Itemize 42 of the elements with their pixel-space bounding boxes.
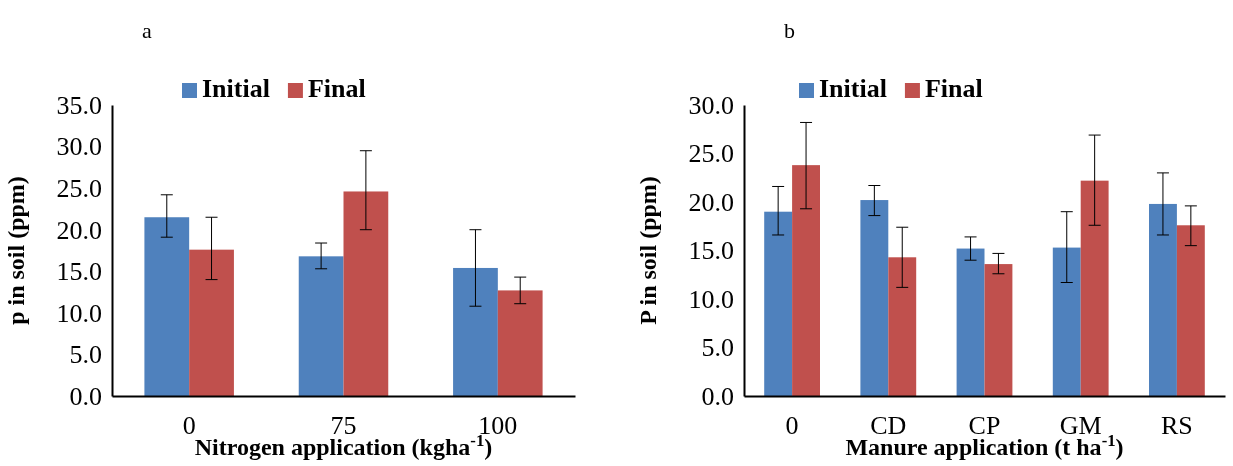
x-tick-label: RS [1160, 411, 1193, 441]
bar [189, 249, 234, 396]
y-tick-label: 20.0 [56, 215, 102, 245]
legend-label: Final [307, 74, 366, 103]
y-tick-label: 30.0 [56, 132, 102, 162]
bar [1149, 203, 1177, 396]
bar [888, 257, 917, 396]
legend-label: Initial [819, 74, 887, 103]
bar [860, 200, 889, 396]
bar [1176, 225, 1205, 396]
bar [298, 256, 344, 396]
y-axis-title: p in soil (ppm) [3, 176, 29, 325]
bar [984, 264, 1013, 396]
bar [956, 248, 985, 396]
chart-title: b [784, 18, 795, 43]
bar [764, 211, 793, 396]
y-tick-label: 30.0 [688, 90, 734, 120]
x-tick-label: 0 [182, 411, 196, 441]
y-tick-label: 0.0 [69, 381, 102, 411]
y-tick-label: 10.0 [56, 298, 102, 328]
y-tick-label: 15.0 [688, 236, 734, 266]
bar [144, 217, 190, 396]
bar [497, 290, 543, 396]
bar [792, 165, 820, 396]
bar [343, 191, 389, 396]
y-tick-label: 10.0 [688, 284, 734, 314]
legend-label: Final [924, 74, 983, 103]
y-axis-title: P in soil (ppm) [635, 176, 661, 325]
y-tick-label: 0.0 [701, 381, 734, 411]
y-tick-label: 35.0 [56, 90, 102, 120]
bar [453, 267, 498, 396]
bar [1080, 180, 1109, 396]
legend-label: Initial [202, 74, 270, 103]
x-tick-label: 0 [785, 411, 799, 441]
y-tick-label: 20.0 [688, 187, 734, 217]
y-tick-label: 5.0 [701, 333, 734, 363]
y-tick-label: 15.0 [56, 257, 102, 287]
y-tick-label: 25.0 [56, 173, 102, 203]
chart-title: a [142, 18, 152, 43]
y-tick-label: 5.0 [69, 340, 102, 370]
y-tick-label: 25.0 [688, 139, 734, 169]
bar [1052, 247, 1081, 396]
